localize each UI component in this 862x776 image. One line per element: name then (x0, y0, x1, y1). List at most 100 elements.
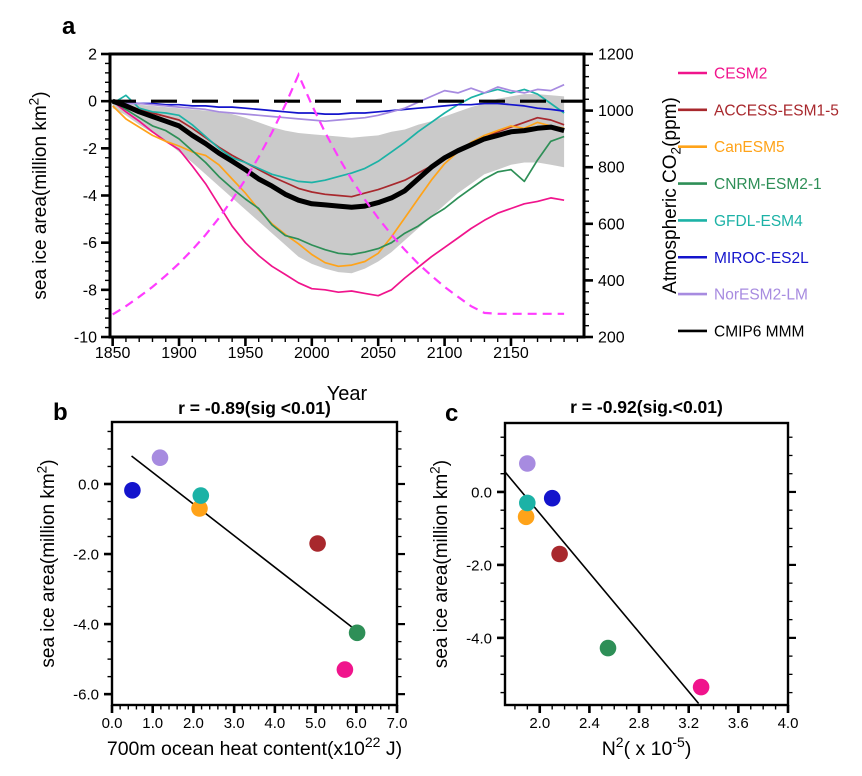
plot-frame (110, 420, 399, 707)
panel-c-title: r = -0.92(sig.<0.01) (570, 397, 723, 417)
legend-item-label: MIROC-ES2L (714, 250, 809, 267)
x-axis-tick-label: 1950 (228, 345, 264, 362)
x-axis-tick-label: 1.0 (142, 715, 163, 732)
x-axis-tick-label: 3.2 (678, 715, 699, 732)
series-line-NorESM2-LM (112, 83, 565, 123)
panel-c-label: c (445, 400, 459, 427)
scatter-point-b-CESM2 (336, 661, 354, 678)
x-axis-tick-label: 4.0 (778, 715, 799, 732)
legend: CESM2 ACCESS-ESM1-5 CanESM5 CNRM-ESM2-1 GFDL… (678, 66, 839, 340)
scatter-point-c-NorESM2-LM (519, 455, 536, 472)
legend-item-label: ACCESS-ESM1-5 (714, 102, 839, 119)
right-axis-tick-label: 600 (598, 216, 625, 233)
scatter-point-b-GFDL-ESM4 (192, 487, 210, 504)
panel-c-xaxis-title: N2( x 10-5) (602, 734, 692, 760)
legend-item-label: CMIP6 MMM (714, 323, 804, 340)
panel-b-title: r = -0.89(sig <0.01) (178, 398, 331, 418)
scatter-point-b-ACCESS-ESM1-5 (309, 535, 326, 552)
legend-item-MIROC-ES2L: MIROC-ES2L (678, 250, 809, 267)
legend-item-CanESM5: CanESM5 (678, 139, 785, 156)
series-line-CMIP6-MMM (111, 98, 565, 210)
legend-item-label: CNRM-ESM2-1 (714, 176, 822, 193)
panel-b-xaxis-title: 700m ocean heat content(x1022 J) (107, 734, 402, 760)
scatter-point-c-MIROC-ES2L (543, 489, 561, 507)
x-axis-tick-label: 6.0 (346, 715, 367, 732)
regression-line (131, 455, 358, 632)
y-axis-tick-label: 2 (88, 47, 97, 64)
legend-item-NorESM2-LM: NorESM2-LM (678, 287, 808, 304)
x-axis-tick-label: 2.4 (579, 715, 600, 732)
series-line-CESM2 (112, 100, 565, 297)
x-axis-tick-label: 2100 (427, 345, 463, 362)
legend-item-label: GFDL-ESM4 (714, 213, 803, 230)
x-axis-tick-label: 2.0 (529, 715, 550, 732)
scatter-point-c-CNRM-ESM2-1 (599, 639, 617, 657)
y-axis-tick-label: -6 (83, 235, 97, 252)
right-axis-tick-label: 1000 (598, 103, 634, 120)
y-axis-tick-label: -2 (83, 141, 97, 158)
panel-a: 200 400 600 800 1000 1200 Atmospheric CO2(ppm)… (26, 47, 839, 363)
panel-a-xaxis-title: Year (326, 383, 368, 405)
panel-b: 700m ocean heat content(x1022 J) 0.0 1.0 2.… (34, 420, 408, 760)
panel-c-yaxis-title: sea ice area(million km2) (427, 460, 452, 668)
x-axis-tick-label: 5.0 (305, 715, 326, 732)
regression-line (504, 471, 700, 705)
legend-item-label: CanESM5 (714, 139, 785, 156)
x-axis-tick-label: 2000 (294, 345, 330, 362)
y-axis-tick-label: 0 (88, 94, 97, 111)
y-axis-tick-label: -6.0 (73, 687, 99, 704)
y-axis-tick-label: 0.0 (78, 476, 99, 493)
scatter-point-c-CESM2 (692, 678, 710, 696)
y-axis-tick-label: -4.0 (73, 617, 99, 634)
right-axis-tick-label: 800 (598, 160, 625, 177)
legend-item-label: NorESM2-LM (714, 287, 808, 304)
x-axis-tick-label: 3.0 (224, 715, 245, 732)
x-axis-tick-label: 2.0 (183, 715, 204, 732)
right-axis-tick-label: 1200 (598, 47, 634, 64)
scatter-point-b-MIROC-ES2L (124, 482, 141, 499)
panel-a-label: a (62, 13, 76, 40)
y-axis-tick-label: -10 (74, 330, 97, 347)
y-axis-tick-label: -4 (83, 188, 97, 205)
series-line-MIROC-ES2L (112, 100, 565, 115)
legend-item-CMIP6-MMM: CMIP6 MMM (678, 323, 804, 340)
legend-item-label: CESM2 (714, 66, 767, 83)
x-axis-tick-label: 4.0 (264, 715, 285, 732)
x-axis-tick-label: 3.6 (728, 715, 749, 732)
legend-item-ACCESS-ESM1-5: ACCESS-ESM1-5 (678, 102, 839, 119)
right-yaxis-title: Atmospheric CO2(ppm) (660, 97, 684, 294)
x-axis-tick-label: 2050 (360, 345, 396, 362)
y-axis-tick-label: 0.0 (471, 484, 492, 501)
scatter-point-c-ACCESS-ESM1-5 (551, 545, 568, 563)
panel-b-label: b (53, 399, 68, 426)
co2-pathway-line (112, 71, 565, 316)
plot-frame (503, 421, 790, 707)
x-axis-tick-label: 0.0 (102, 715, 123, 732)
y-axis-tick-label: -4.0 (466, 630, 492, 647)
y-axis-tick-label: -8 (83, 282, 97, 299)
x-axis-tick-label: 1850 (95, 345, 131, 362)
x-axis-tick-label: 1900 (161, 345, 197, 362)
legend-item-GFDL-ESM4: GFDL-ESM4 (678, 213, 803, 230)
x-axis-tick-label: 2.8 (629, 715, 650, 732)
x-axis-tick-label: 7.0 (387, 715, 408, 732)
right-axis-tick-label: 400 (598, 273, 625, 290)
scatter-point-b-CanESM5 (191, 500, 208, 517)
x-axis-tick-label: 2150 (493, 345, 529, 362)
scatter-point-b-CNRM-ESM2-1 (348, 624, 366, 642)
scatter-point-b-NorESM2-LM (151, 449, 169, 467)
right-axis-tick-label: 200 (598, 330, 625, 347)
series-line-CNRM-ESM2-1 (112, 100, 565, 256)
scatter-point-c-GFDL-ESM4 (519, 494, 536, 512)
series-line-CanESM5 (112, 105, 565, 268)
model-spread-band (112, 94, 565, 274)
panel-c: N2( x 10-5) 2.0 2.4 2.8 3.2 3.6 4.0 0.0 -2.0 -4.0… (427, 421, 799, 760)
panel-b-yaxis-title: sea ice area(million km2) (34, 459, 59, 667)
panel-a-yaxis-title: sea ice area(million km2) (26, 91, 51, 299)
scatter-point-c-CanESM5 (517, 508, 535, 526)
y-axis-tick-label: -2.0 (73, 547, 99, 564)
legend-item-CESM2: CESM2 (678, 66, 767, 83)
y-axis-tick-label: -2.0 (466, 557, 492, 574)
